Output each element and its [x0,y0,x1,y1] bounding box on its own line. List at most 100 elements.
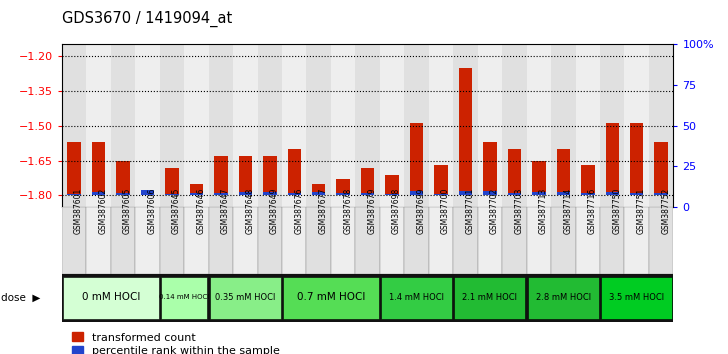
Legend: transformed count, percentile rank within the sample: transformed count, percentile rank withi… [68,328,284,354]
Bar [239,156,252,195]
Bar [576,207,600,274]
Bar [92,142,106,195]
Bar [165,194,178,195]
Bar [190,193,203,195]
Text: GSM387713: GSM387713 [539,187,548,234]
Bar [601,277,672,319]
Bar [239,192,252,195]
Bar [381,277,452,319]
Text: GSM387678: GSM387678 [343,187,352,234]
Bar [606,192,619,195]
Bar [429,207,454,274]
Text: GSM387750: GSM387750 [612,187,621,234]
Bar [526,44,551,207]
Text: GDS3670 / 1419094_at: GDS3670 / 1419094_at [62,11,232,27]
Bar [600,207,625,274]
Text: 0.35 mM HOCl: 0.35 mM HOCl [215,293,275,302]
Text: GSM387676: GSM387676 [294,187,304,234]
Bar [62,207,87,274]
Bar [282,44,306,207]
Text: GSM387647: GSM387647 [221,187,230,234]
Bar [454,277,526,319]
Bar [92,192,106,195]
Bar [116,161,130,195]
Bar [410,191,423,195]
Bar [630,193,644,195]
Bar [654,142,668,195]
Bar [459,191,472,195]
Bar [361,193,374,195]
Text: GSM387701: GSM387701 [465,187,475,234]
Text: 1.4 mM HOCl: 1.4 mM HOCl [389,293,444,302]
Bar [551,207,576,274]
Bar [263,156,277,195]
Bar [502,44,526,207]
Bar [459,68,472,195]
Text: GSM387606: GSM387606 [148,187,157,234]
Bar [141,190,154,195]
Bar [478,207,502,274]
Text: 2.8 mM HOCl: 2.8 mM HOCl [536,293,591,302]
Bar [306,207,331,274]
Bar [306,44,331,207]
Bar [649,207,673,274]
Bar [454,44,478,207]
Bar [68,142,81,195]
Bar [184,207,209,274]
Bar [190,184,203,195]
Bar [355,207,380,274]
Bar [312,184,325,195]
Text: GSM387751: GSM387751 [637,187,646,234]
Bar [532,161,545,195]
Bar [429,44,454,207]
Bar [209,207,233,274]
Text: GSM387648: GSM387648 [245,187,254,234]
Bar [161,277,207,319]
Bar [507,193,521,195]
Bar [435,165,448,195]
Bar [557,192,570,195]
Bar [625,207,649,274]
Bar [116,193,130,195]
Bar [111,44,135,207]
Text: 0 mM HOCl: 0 mM HOCl [82,292,140,302]
Bar [600,44,625,207]
Bar [410,123,423,195]
Bar [526,207,551,274]
Text: GSM387645: GSM387645 [172,187,181,234]
Bar [263,192,277,195]
Text: 0.7 mM HOCl: 0.7 mM HOCl [297,292,365,302]
Bar [111,207,135,274]
Bar [654,193,668,195]
Bar [581,165,595,195]
Text: GSM387649: GSM387649 [270,187,279,234]
Bar [606,123,619,195]
Bar [581,193,595,195]
Bar [404,44,429,207]
Bar [135,44,159,207]
Text: dose  ▶: dose ▶ [1,293,41,303]
Bar [336,193,350,195]
Bar [355,44,380,207]
Text: 0.14 mM HOCl: 0.14 mM HOCl [159,294,210,300]
Text: GSM387700: GSM387700 [441,187,450,234]
Text: GSM387602: GSM387602 [98,187,108,234]
Bar [159,207,184,274]
Text: GSM387714: GSM387714 [563,187,572,234]
Text: GSM387752: GSM387752 [661,187,670,234]
Bar [214,193,228,195]
Bar [258,44,282,207]
Bar [483,191,496,195]
Bar [165,167,178,195]
Bar [528,277,599,319]
Bar [576,44,600,207]
Bar [258,207,282,274]
Bar [159,44,184,207]
Bar [380,207,404,274]
Bar [625,44,649,207]
Bar [336,179,350,195]
Bar [649,44,673,207]
Bar [502,207,526,274]
Bar [87,207,111,274]
Bar [454,207,478,274]
